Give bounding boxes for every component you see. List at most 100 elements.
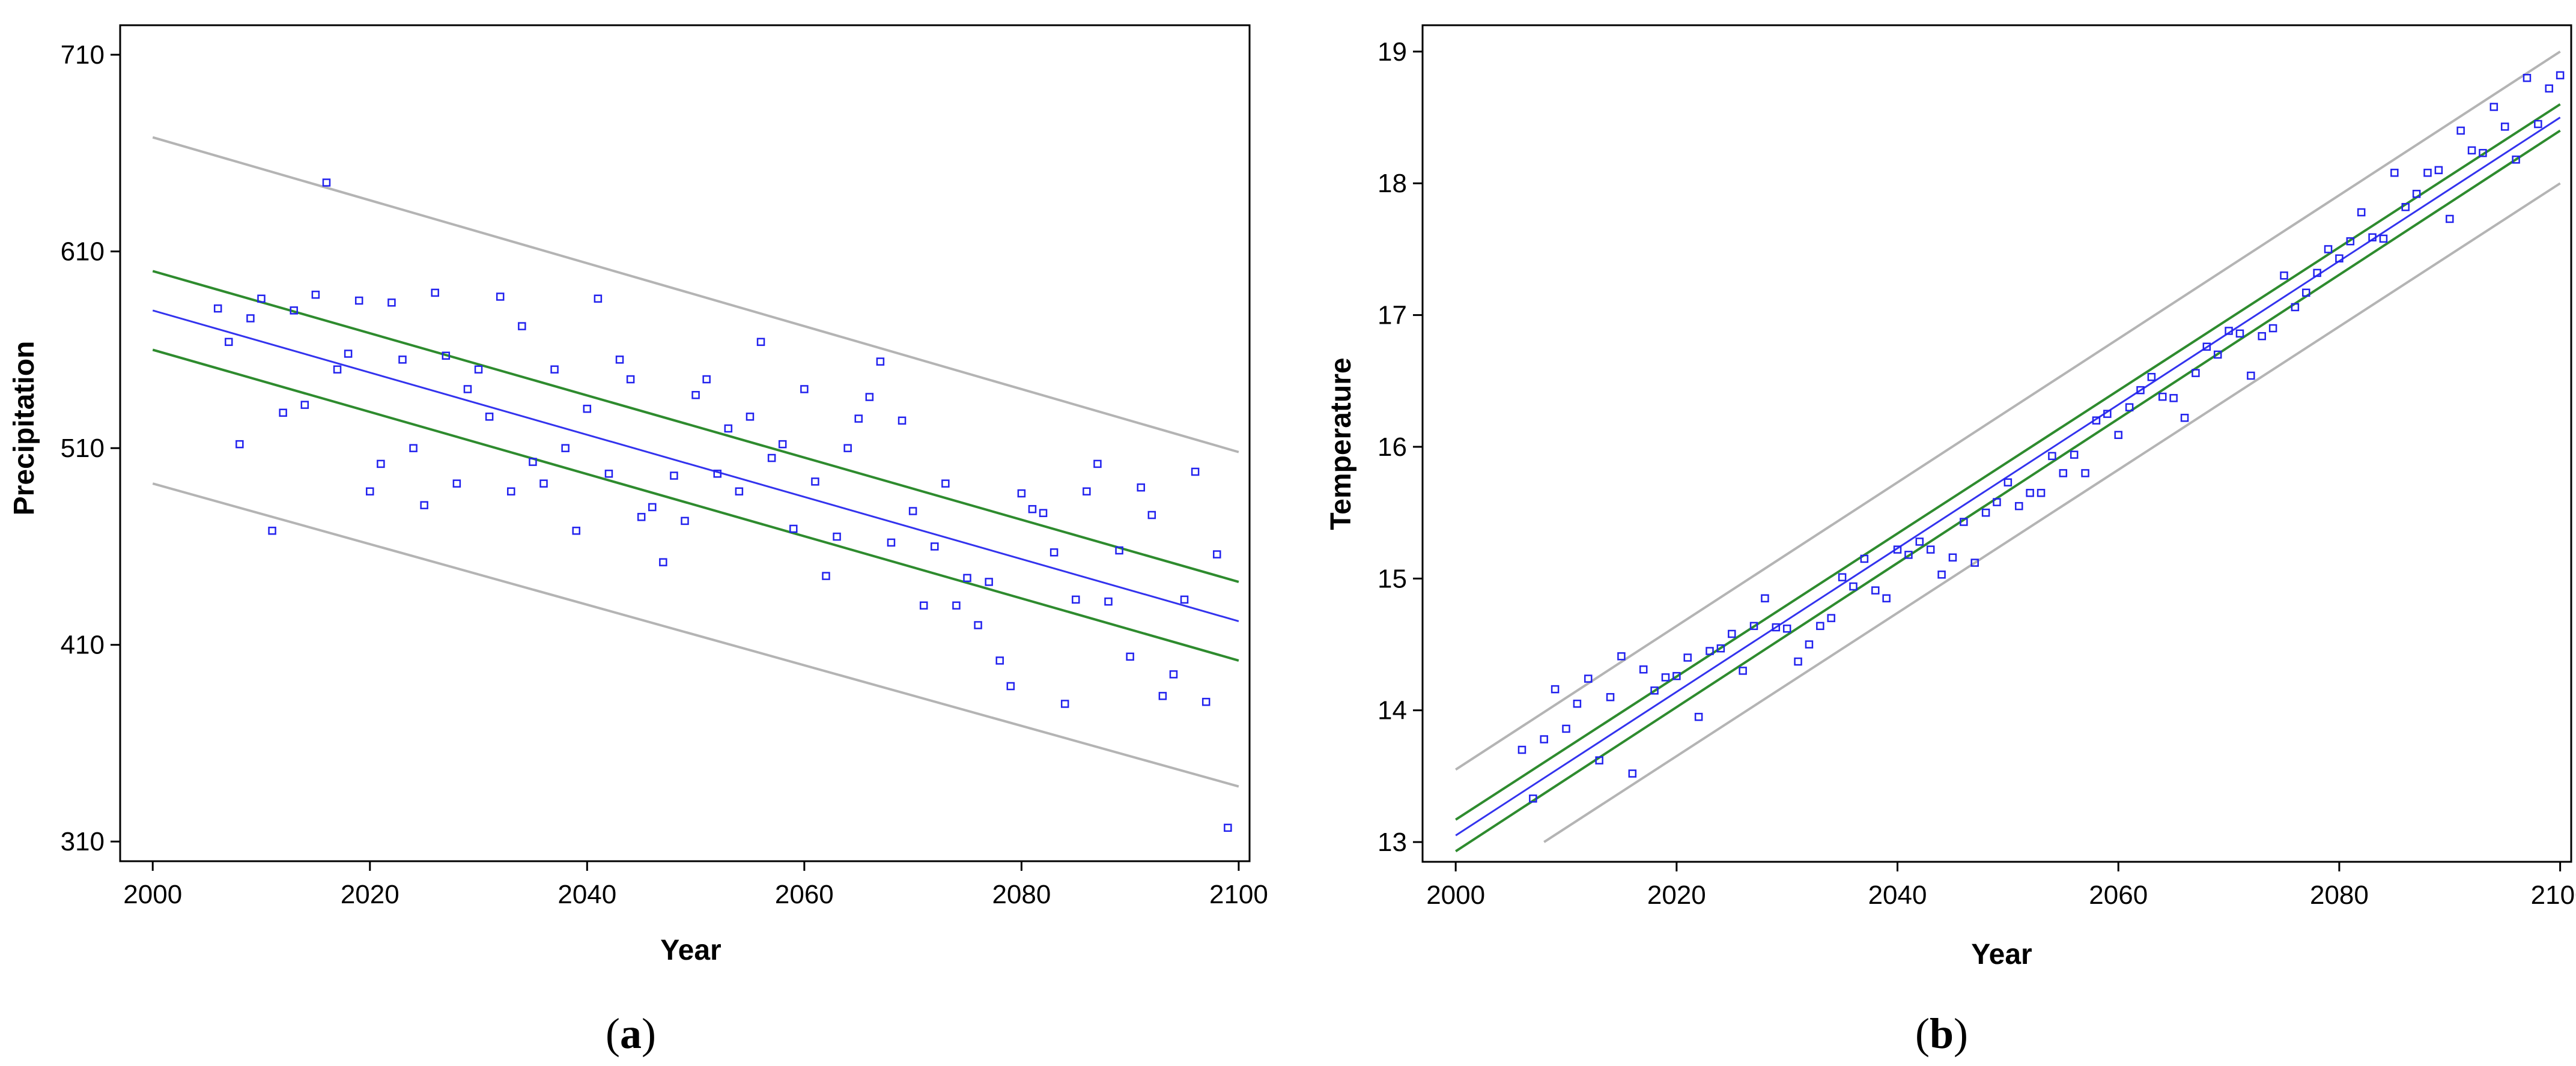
data-point <box>811 477 819 486</box>
data-point <box>300 401 309 409</box>
bands-layer <box>152 136 1239 788</box>
data-point <box>1761 594 1769 603</box>
data-point <box>1072 595 1080 604</box>
plot-frame <box>119 24 1251 862</box>
data-point <box>931 542 939 551</box>
x-axis-label: Year <box>660 934 721 966</box>
data-point <box>637 513 646 521</box>
data-point <box>539 479 548 488</box>
data-point <box>2534 120 2542 129</box>
data-point <box>1540 735 1548 743</box>
data-point <box>985 578 993 586</box>
data-point <box>1772 623 1781 632</box>
x-tick-label: 2020 <box>341 880 399 909</box>
data-point <box>2125 403 2134 411</box>
data-point <box>691 391 700 399</box>
data-point <box>463 385 472 393</box>
data-point <box>822 572 830 580</box>
data-point <box>626 375 635 384</box>
data-point <box>2081 469 2089 477</box>
data-point <box>268 527 276 535</box>
data-point <box>865 393 874 401</box>
panel-label-a: (a) <box>606 1010 656 1058</box>
data-point <box>1169 670 1178 679</box>
points-layer <box>213 178 1232 832</box>
data-point <box>1993 498 2001 506</box>
data-point <box>1093 459 1102 468</box>
prediction-upper-line <box>1455 50 2561 771</box>
data-point <box>778 440 787 449</box>
data-point <box>387 298 396 307</box>
data-point <box>2169 394 2178 402</box>
data-point <box>246 314 255 323</box>
data-point <box>1028 504 1037 513</box>
data-point <box>800 385 809 393</box>
data-point <box>2368 233 2377 241</box>
data-point <box>2556 71 2565 80</box>
data-point <box>659 558 667 566</box>
data-point <box>344 350 353 358</box>
x-tick-label: 2080 <box>2310 880 2369 910</box>
y-tick-label: 15 <box>1378 564 1407 593</box>
data-point <box>908 507 917 515</box>
data-point <box>876 357 885 366</box>
data-point <box>2423 168 2432 177</box>
data-point <box>1639 665 1648 674</box>
data-point <box>2070 450 2079 459</box>
data-point <box>583 404 592 413</box>
data-point <box>833 532 841 541</box>
data-point <box>735 487 744 495</box>
data-point <box>2390 168 2399 177</box>
x-tick-label: 2000 <box>1426 880 1485 910</box>
data-point <box>1050 548 1059 557</box>
data-point <box>1948 553 1957 562</box>
data-point <box>1915 538 1924 546</box>
data-point <box>409 444 418 452</box>
data-point <box>2446 214 2454 223</box>
y-tick-label: 18 <box>1378 169 1407 198</box>
data-point <box>2037 489 2046 497</box>
y-tick-label: 310 <box>61 827 105 856</box>
data-point <box>550 365 559 374</box>
data-point <box>290 306 298 315</box>
data-point <box>1661 673 1670 682</box>
data-point <box>1882 594 1891 603</box>
data-point <box>1147 510 1156 519</box>
plot-frame <box>1421 24 2572 863</box>
panel-letter-a: a <box>620 1010 642 1058</box>
x-tick-label: 2000 <box>123 880 182 909</box>
prediction-upper-line <box>152 136 1239 453</box>
data-point <box>1180 595 1189 604</box>
data-point <box>474 365 483 374</box>
data-point <box>2026 489 2034 497</box>
data-point <box>2500 123 2509 131</box>
data-point <box>1213 550 1221 559</box>
data-point <box>1816 622 1824 631</box>
data-point <box>257 294 266 303</box>
data-point <box>2412 190 2421 198</box>
data-point <box>2434 166 2443 175</box>
data-point <box>2335 254 2344 263</box>
data-point <box>1849 582 1858 591</box>
data-point <box>311 290 320 299</box>
data-point <box>2479 149 2487 157</box>
x-tick-label: 2040 <box>557 880 616 909</box>
data-point <box>377 459 385 468</box>
data-point <box>2235 329 2244 338</box>
data-point <box>572 527 580 535</box>
data-point <box>1960 518 1968 526</box>
data-point <box>2401 202 2410 211</box>
y-tick-label: 710 <box>61 40 105 70</box>
data-point <box>1617 652 1626 661</box>
y-tick-label: 19 <box>1378 37 1407 67</box>
fit-layer <box>1455 117 2561 837</box>
data-point <box>2180 413 2189 422</box>
data-point <box>2545 84 2553 93</box>
data-point <box>431 288 439 297</box>
data-point <box>1860 554 1869 563</box>
data-point <box>681 516 689 525</box>
data-point <box>2489 103 2499 111</box>
data-point <box>1201 697 1211 706</box>
data-point <box>398 356 407 364</box>
